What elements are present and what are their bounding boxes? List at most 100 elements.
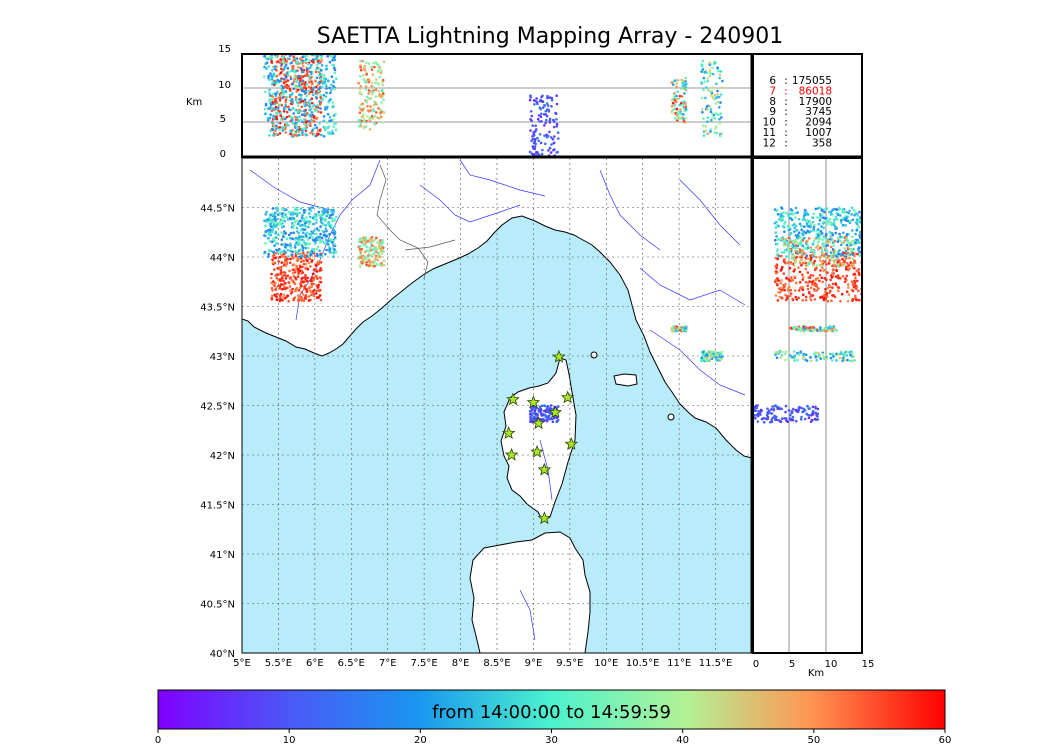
lightning-point xyxy=(837,286,841,290)
lightning-point xyxy=(382,259,386,263)
lightning-point xyxy=(378,241,381,245)
lightning-point xyxy=(773,280,777,284)
lightning-point xyxy=(323,242,327,245)
lightning-point xyxy=(288,93,292,97)
lon-tick-label: 8.5°E xyxy=(483,658,510,669)
lightning-point xyxy=(289,242,292,246)
lightning-point xyxy=(324,217,328,221)
lightning-point xyxy=(308,75,312,79)
lightning-point xyxy=(288,269,291,273)
lightning-point xyxy=(295,128,299,132)
lightning-point xyxy=(778,407,781,411)
lightning-point xyxy=(782,272,786,275)
lightning-point xyxy=(537,114,541,117)
lightning-point xyxy=(822,220,825,224)
lightning-point xyxy=(544,109,548,113)
lightning-point xyxy=(365,73,368,76)
lat-tick-label: 42°N xyxy=(210,451,235,462)
lightning-point xyxy=(540,120,543,123)
lightning-point xyxy=(288,236,292,240)
lightning-point xyxy=(545,419,549,423)
lightning-point xyxy=(305,216,309,219)
station-star-icon xyxy=(504,447,519,461)
lightning-point xyxy=(377,90,380,93)
lightning-point xyxy=(678,103,681,107)
lightning-point xyxy=(364,85,368,88)
lightning-point xyxy=(375,236,378,240)
lightning-point xyxy=(331,132,335,135)
lightning-point xyxy=(301,55,305,59)
lightning-point xyxy=(807,257,811,261)
lightning-point xyxy=(671,101,675,105)
lightning-point xyxy=(283,258,287,262)
lightning-point xyxy=(320,56,323,59)
lightning-point xyxy=(776,238,780,241)
lightning-point xyxy=(831,294,834,297)
lightning-point xyxy=(701,68,705,71)
lightning-point xyxy=(291,121,295,124)
lightning-point xyxy=(281,56,285,59)
lightning-point xyxy=(369,97,373,100)
lightning-point xyxy=(285,96,289,99)
lightning-point xyxy=(369,246,372,250)
lightning-point xyxy=(317,238,321,242)
lightning-point xyxy=(809,258,813,262)
lightning-point xyxy=(555,102,559,106)
lightning-point xyxy=(316,83,320,87)
lightning-point xyxy=(710,118,713,122)
lightning-point xyxy=(298,299,301,302)
lightning-point xyxy=(812,225,816,229)
lightning-point xyxy=(780,288,784,292)
lightning-point xyxy=(830,258,833,261)
lightning-point xyxy=(275,223,279,227)
lightning-point xyxy=(714,102,717,105)
lightning-point xyxy=(850,206,854,209)
lightning-point xyxy=(829,289,832,293)
lightning-point xyxy=(790,208,794,212)
lightning-point xyxy=(332,105,335,108)
lightning-point xyxy=(812,212,815,216)
lightning-point xyxy=(300,127,304,131)
lightning-point xyxy=(848,209,851,213)
lightning-point xyxy=(794,295,798,299)
lightning-point xyxy=(312,215,316,218)
lightning-point xyxy=(677,97,681,100)
lightning-point xyxy=(372,61,375,65)
lightning-point xyxy=(701,110,704,114)
lightning-point xyxy=(807,225,810,228)
lightning-point xyxy=(303,98,307,101)
lightning-point xyxy=(267,236,270,240)
station-star-icon xyxy=(526,395,541,409)
lightning-point xyxy=(810,280,814,284)
lightning-point xyxy=(679,108,682,111)
lightning-point xyxy=(270,109,274,112)
lightning-point xyxy=(281,298,284,302)
lightning-point xyxy=(829,212,833,215)
lightning-point xyxy=(780,251,784,254)
lightning-point xyxy=(306,238,310,241)
lightning-point xyxy=(268,221,272,224)
lightning-point xyxy=(830,236,833,239)
lightning-point xyxy=(670,81,674,84)
lightning-point xyxy=(855,218,859,221)
lightning-point xyxy=(365,100,369,104)
lightning-point xyxy=(798,255,801,259)
lightning-point xyxy=(548,119,552,122)
lightning-point xyxy=(829,274,833,277)
lightning-point xyxy=(817,231,821,234)
lightning-point xyxy=(780,407,783,411)
lightning-point xyxy=(673,95,676,98)
lightning-point xyxy=(834,225,837,228)
lightning-point xyxy=(303,254,307,258)
lightning-point xyxy=(284,98,288,102)
lightning-point xyxy=(841,236,845,239)
lightning-point xyxy=(379,248,383,251)
lightning-point xyxy=(716,354,719,358)
lightning-point xyxy=(271,121,274,125)
lightning-point xyxy=(302,299,306,303)
lightning-point xyxy=(774,417,777,421)
lightning-point xyxy=(813,289,816,293)
lightning-point xyxy=(306,246,310,250)
lightning-point xyxy=(779,215,783,218)
stat-key: 8 xyxy=(769,96,776,108)
